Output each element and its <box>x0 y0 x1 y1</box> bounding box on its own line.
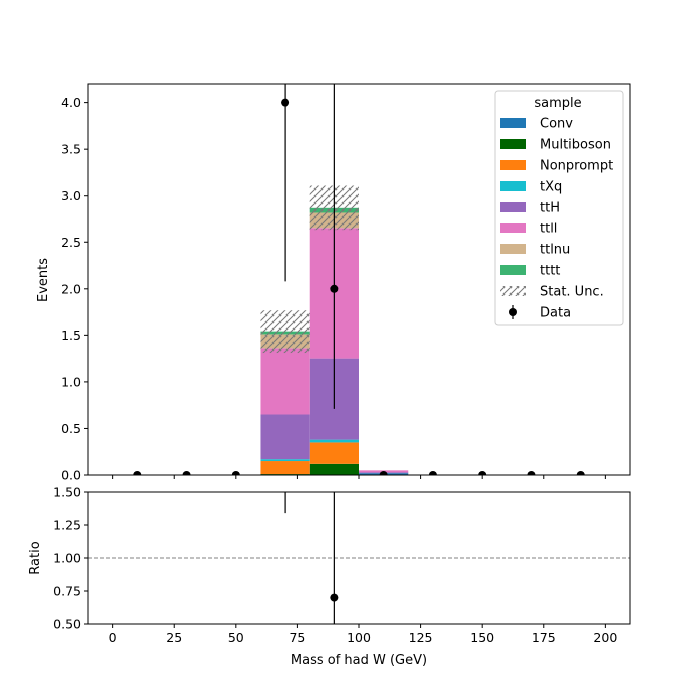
x-axis-label: Mass of had W (GeV) <box>291 653 427 668</box>
legend-swatch-txq <box>500 181 526 191</box>
legend-label-stat-unc: Stat. Unc. <box>540 285 604 300</box>
data-point-3 <box>281 98 290 107</box>
main-y-tick-label-3: 1.5 <box>61 328 81 343</box>
x-tick-label-6: 150 <box>470 630 494 645</box>
legend-label-ttll: ttll <box>540 222 557 237</box>
legend-swatch-conv <box>500 118 526 128</box>
x-tick-label-1: 25 <box>166 630 182 645</box>
bar-txq-bin-3 <box>260 459 310 462</box>
x-tick-label-5: 125 <box>409 630 433 645</box>
legend-entries: Conv Multiboson Nonprompt tXq ttH ttll ttlnu tt… <box>500 117 613 321</box>
legend-swatch-nonprompt <box>500 160 526 170</box>
stat-unc-bin-3 <box>260 310 310 354</box>
ratio-y-tick-label-4: 1.50 <box>53 485 81 500</box>
bar-ttll-bin-3 <box>260 348 310 415</box>
ratio-point-1 <box>330 593 339 602</box>
bar-nonprompt-bin-3 <box>260 461 310 475</box>
legend-title: sample <box>534 96 581 111</box>
legend-swatch-stat-unc <box>500 286 526 296</box>
legend-box <box>494 90 624 326</box>
legend-label-tttt: tttt <box>540 264 560 279</box>
legend-label-multiboson: Multiboson <box>540 138 611 153</box>
legend-label-conv: Conv <box>540 117 573 132</box>
ratio-data-points <box>284 492 339 624</box>
ratio-panel: 0 25 50 75 100 125 150 175 200 0.50 0.75 1.00 1.25 1… <box>28 485 631 668</box>
main-panel: 0.0 0.5 1.0 1.5 2.0 2.5 3.0 3.5 4.0 Events sampl… <box>36 83 631 483</box>
data-point-7 <box>478 471 487 475</box>
legend-data-marker <box>509 308 517 316</box>
main-x-ticks <box>112 475 606 479</box>
x-tick-label-3: 75 <box>289 630 305 645</box>
data-point-5 <box>379 471 388 475</box>
main-y-tick-label-8: 4.0 <box>61 95 81 110</box>
x-tick-label-0: 0 <box>109 630 117 645</box>
main-y-tick-label-0: 0.0 <box>61 468 81 483</box>
x-tick-label-2: 50 <box>228 630 244 645</box>
ratio-y-tick-label-3: 1.25 <box>53 518 81 533</box>
ratio-y-tick-label-0: 0.50 <box>53 617 81 632</box>
main-data-points <box>133 84 585 475</box>
data-point-1 <box>182 471 191 475</box>
legend-swatch-multiboson <box>500 139 526 149</box>
legend-label-txq: tXq <box>540 180 562 195</box>
main-y-tick-label-4: 2.0 <box>61 281 81 296</box>
x-tick-label-7: 175 <box>532 630 556 645</box>
legend-swatch-tth <box>500 202 526 212</box>
ratio-y-tick-label-2: 1.00 <box>53 551 81 566</box>
legend-swatch-ttll <box>500 223 526 233</box>
main-y-axis-label: Events <box>36 258 51 302</box>
legend-swatch-ttlnu <box>500 244 526 254</box>
main-y-ticks: 0.0 0.5 1.0 1.5 2.0 2.5 3.0 3.5 4.0 <box>61 95 88 483</box>
x-tick-label-4: 100 <box>347 630 371 645</box>
legend: sample Conv Multiboson Nonprompt tXq ttH ttll… <box>494 90 624 326</box>
legend-label-data: Data <box>540 306 571 321</box>
ratio-y-ticks: 0.50 0.75 1.00 1.25 1.50 <box>53 485 88 632</box>
data-point-6 <box>428 471 437 475</box>
bar-nonprompt-bin-4 <box>309 442 359 464</box>
data-point-0 <box>133 471 142 475</box>
legend-swatch-tttt <box>500 265 526 275</box>
bar-tth-bin-3 <box>260 414 310 460</box>
bar-multiboson-bin-4 <box>309 463 359 475</box>
legend-label-ttlnu: ttlnu <box>540 243 570 258</box>
ratio-y-tick-label-1: 0.75 <box>53 584 81 599</box>
main-y-tick-label-2: 1.0 <box>61 374 81 389</box>
ratio-x-ticks: 0 25 50 75 100 125 150 175 200 <box>109 624 617 645</box>
ratio-y-axis-label: Ratio <box>28 541 43 574</box>
bar-txq-bin-4 <box>309 439 359 443</box>
main-y-tick-label-6: 3.0 <box>61 188 81 203</box>
legend-label-tth: ttH <box>540 201 560 216</box>
legend-label-nonprompt: Nonprompt <box>540 159 613 174</box>
main-y-tick-label-1: 0.5 <box>61 421 81 436</box>
data-point-8 <box>527 471 536 475</box>
main-y-tick-label-5: 2.5 <box>61 235 81 250</box>
main-y-tick-label-7: 3.5 <box>61 142 81 157</box>
x-tick-label-8: 200 <box>593 630 617 645</box>
data-point-9 <box>576 471 585 475</box>
data-point-4 <box>330 284 339 293</box>
data-point-2 <box>231 471 240 475</box>
